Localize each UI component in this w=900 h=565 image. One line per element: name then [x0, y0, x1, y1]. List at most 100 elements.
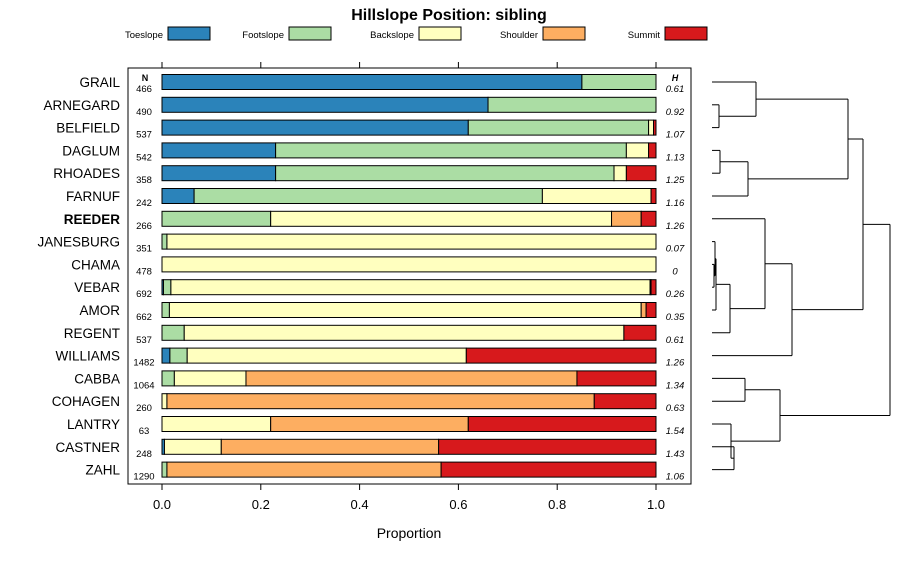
- h-value: 1.13: [666, 152, 685, 163]
- x-axis: 0.0 0.2 0.4 0.6 0.8 1.0: [153, 62, 665, 512]
- bar-segment: [640, 302, 647, 318]
- bar-segment: [161, 96, 489, 113]
- legend-label: Shoulder: [500, 30, 538, 41]
- bar-segment: [161, 324, 185, 341]
- bar-segment: [161, 347, 171, 364]
- x-tick-label: 0.6: [449, 497, 467, 512]
- bar-segment: [161, 461, 168, 478]
- bar-segment: [161, 119, 469, 136]
- bar-segment: [645, 302, 657, 318]
- h-value: 0: [672, 266, 678, 277]
- bar-segment: [581, 74, 657, 90]
- category-label: BELFIELD: [56, 121, 120, 136]
- bar-segment: [467, 119, 650, 136]
- bar-segment: [465, 347, 657, 364]
- bar-segment: [162, 279, 172, 296]
- n-value: 242: [136, 198, 152, 209]
- category-label: CABBA: [74, 371, 120, 386]
- category-label: REEDER: [64, 212, 121, 227]
- h-value: 1.25: [666, 175, 685, 186]
- legend-label: Footslope: [242, 30, 284, 41]
- bar-segment: [166, 461, 442, 478]
- legend-swatch: [664, 26, 708, 41]
- x-axis-label: Proportion: [377, 525, 442, 541]
- category-label: FARNUF: [66, 189, 120, 204]
- bar-segment: [170, 279, 651, 296]
- bar-segment: [650, 188, 657, 204]
- n-value: 662: [136, 312, 152, 323]
- h-value: 0.92: [666, 107, 685, 118]
- n-value: 1482: [133, 358, 154, 369]
- n-value: 478: [136, 266, 152, 277]
- h-value: 1.54: [666, 426, 685, 437]
- n-value: 266: [136, 221, 152, 232]
- category-label: COHAGEN: [52, 394, 120, 409]
- h-value: 0.63: [666, 403, 685, 414]
- category-label: VEBAR: [74, 280, 120, 295]
- bar-segment: [193, 188, 543, 204]
- bar-segment: [161, 142, 277, 159]
- x-tick-label: 1.0: [647, 497, 665, 512]
- n-value: 351: [136, 244, 152, 255]
- bar-segment: [161, 416, 272, 432]
- h-column-header: H: [672, 73, 679, 83]
- category-label: ZAHL: [85, 463, 120, 478]
- bar-segment: [593, 393, 657, 410]
- n-value: 490: [136, 107, 152, 118]
- h-value: 1.43: [666, 449, 685, 460]
- bar-segment: [275, 165, 615, 182]
- bar-segment: [169, 347, 188, 364]
- bar-segment: [161, 370, 175, 387]
- bar-segment: [611, 210, 642, 227]
- legend-swatch: [542, 26, 586, 41]
- category-label: WILLIAMS: [55, 349, 120, 364]
- h-value: 1.06: [666, 472, 685, 483]
- category-label: LANTRY: [67, 417, 120, 432]
- category-labels: GRAIL ARNEGARD BELFIELD DAGLUM RHOADES FARNUF…: [37, 75, 120, 478]
- category-label: REGENT: [64, 326, 120, 341]
- category-label: ARNEGARD: [43, 98, 120, 113]
- legend-label: Toeslope: [125, 30, 163, 41]
- legend-swatch: [418, 26, 462, 41]
- x-tick-label: 0.0: [153, 497, 171, 512]
- n-value: 1290: [133, 472, 154, 483]
- bar-segment: [161, 188, 195, 204]
- bar-segment: [648, 142, 657, 159]
- h-value: 0.07: [666, 244, 685, 255]
- bar-segment: [245, 370, 578, 387]
- bar-segment: [648, 119, 655, 136]
- n-value: 466: [136, 84, 152, 95]
- bar-segment: [275, 142, 627, 159]
- legend-swatch: [288, 26, 332, 41]
- plot-frame: [127, 67, 692, 485]
- h-value: 1.07: [666, 130, 685, 141]
- x-tick-label: 0.4: [351, 497, 369, 512]
- bar-segment: [161, 165, 277, 182]
- x-tick-label: 0.2: [252, 497, 270, 512]
- n-column-header: N: [142, 73, 149, 83]
- bar-segment: [650, 279, 657, 296]
- n-value: 63: [139, 426, 150, 437]
- category-label: CHAMA: [71, 257, 120, 272]
- bar-segment: [467, 416, 657, 432]
- category-label: CASTNER: [55, 440, 120, 455]
- dendrogram: [712, 81, 891, 471]
- bar-segment: [186, 347, 467, 364]
- bar-segment: [163, 438, 222, 455]
- n-value: 537: [136, 130, 152, 141]
- n-value: 260: [136, 403, 152, 414]
- bar-segment: [613, 165, 627, 182]
- bar-segment: [270, 210, 613, 227]
- bar-segment: [161, 393, 168, 410]
- category-label: JANESBURG: [37, 235, 120, 250]
- bar-segment: [161, 74, 583, 90]
- h-value: 1.34: [666, 380, 685, 391]
- bar-segment: [576, 370, 657, 387]
- category-label: RHOADES: [53, 166, 120, 181]
- n-value: 358: [136, 175, 152, 186]
- chart-title: Hillslope Position: sibling: [351, 7, 547, 24]
- bar-segment: [487, 96, 657, 113]
- x-tick-label: 0.8: [548, 497, 566, 512]
